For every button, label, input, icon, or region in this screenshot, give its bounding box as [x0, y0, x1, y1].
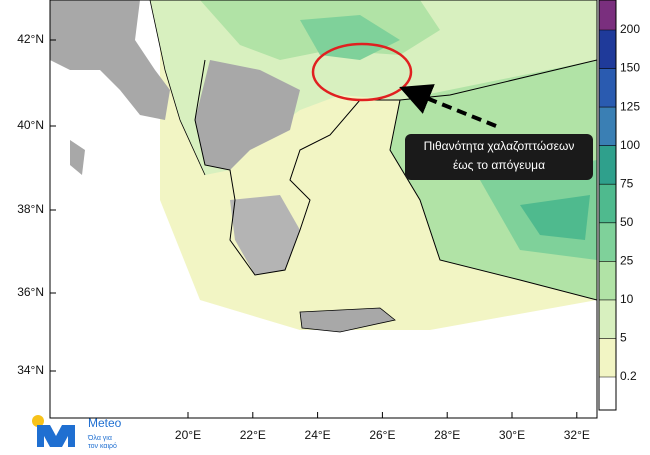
colorbar-frame [598, 0, 617, 411]
logo-tagline: τον καιρό [88, 442, 117, 450]
colorbar-band [599, 261, 616, 300]
colorbar-label: 150 [620, 61, 640, 75]
colorbar-label: 75 [620, 176, 634, 190]
colorbar-label: 200 [620, 22, 640, 36]
colorbar-label: 50 [620, 215, 634, 229]
logo-name: Meteo [88, 416, 122, 430]
lat-label: 38°N [17, 202, 44, 216]
lon-label: 24°E [305, 428, 331, 442]
colorbar-label: 10 [620, 292, 634, 306]
lat-label: 42°N [17, 32, 44, 46]
colorbar-band [599, 107, 616, 146]
colorbar-label: 5 [620, 331, 627, 345]
colorbar-band [599, 299, 616, 339]
map [50, 0, 597, 418]
colorbar-label: 0.2 [620, 369, 637, 383]
colorbar-band [599, 338, 616, 377]
lon-label: 32°E [564, 428, 590, 442]
lon-label: 22°E [240, 428, 266, 442]
lat-label: 34°N [17, 363, 44, 377]
colorbar-band [599, 30, 616, 69]
logo-dot [32, 415, 44, 427]
colorbar-label: 25 [620, 254, 634, 268]
colorbar-band [599, 184, 616, 223]
lon-label: 28°E [434, 428, 460, 442]
colorbar-band [599, 145, 616, 185]
annotation-box [405, 134, 593, 180]
lon-label: 20°E [175, 428, 201, 442]
colorbar-label: 100 [620, 138, 640, 152]
lat-label: 36°N [17, 285, 44, 299]
logo-tagline: Όλα για [87, 435, 112, 442]
lat-label: 40°N [17, 118, 44, 132]
colorbar-band [599, 222, 616, 262]
lon-label: 26°E [369, 428, 395, 442]
logo-mark [37, 425, 75, 447]
lon-label: 30°E [499, 428, 525, 442]
colorbar-label: 125 [620, 99, 640, 113]
colorbar-band [599, 68, 616, 108]
colorbar-band [599, 377, 616, 410]
annotation-line: έως το απόγευμα [453, 158, 545, 172]
annotation-line: Πιθανότητα χαλαζοπτώσεων [424, 139, 575, 153]
colorbar-band [599, 0, 616, 30]
